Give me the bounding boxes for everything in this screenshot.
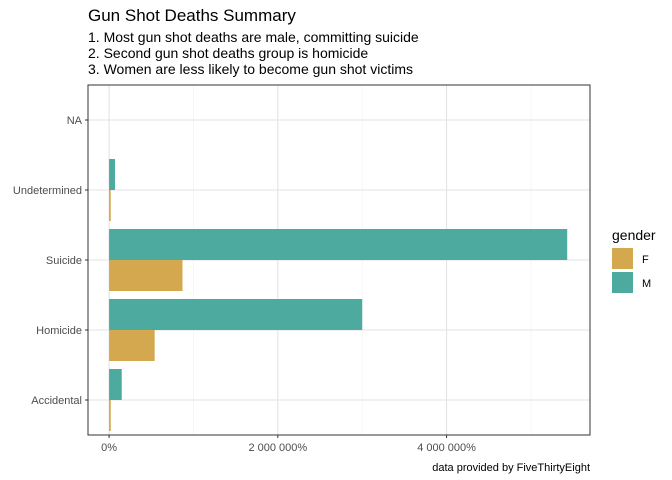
y-tick-label: Homicide (36, 325, 82, 337)
chart-subtitle-line-2: 2. Second gun shot deaths group is homic… (88, 45, 368, 61)
y-tick-label: NA (67, 115, 83, 127)
x-tick-label: 4 000 000% (417, 442, 476, 454)
chart-caption: data provided by FiveThirtyEight (432, 462, 590, 474)
bar-f-undetermined (109, 190, 111, 221)
legend-label-m: M (642, 278, 651, 290)
bar-m-accidental (109, 369, 122, 400)
x-tick-label: 0% (101, 442, 117, 454)
legend-title: gender (612, 227, 656, 243)
bar-f-homicide (109, 330, 155, 361)
legend: gender FM (612, 227, 656, 293)
legend-key-f (612, 248, 633, 269)
y-tick-label: Suicide (46, 255, 82, 267)
x-tick-label: 2 000 000% (248, 442, 307, 454)
y-axis: Accidental Homicide Suicide Undetermined NA (13, 115, 88, 407)
y-tick-label: Undetermined (13, 185, 82, 197)
legend-label-f: F (642, 254, 649, 266)
bar-f-accidental (109, 400, 111, 431)
bar-m-homicide (109, 299, 363, 330)
chart-title: Gun Shot Deaths Summary (88, 6, 296, 25)
y-tick-label: Accidental (31, 395, 82, 407)
legend-key-m (612, 272, 633, 293)
chart-subtitle-line-1: 1. Most gun shot deaths are male, commit… (88, 29, 419, 45)
chart-subtitle-line-3: 3. Women are less likely to become gun s… (88, 61, 413, 77)
plot-area (87, 84, 591, 436)
bar-f-suicide (109, 260, 183, 291)
x-axis: 0% 2 000 000% 4 000 000% (101, 435, 476, 454)
bar-m-suicide (109, 229, 568, 260)
bar-m-undetermined (109, 159, 115, 190)
